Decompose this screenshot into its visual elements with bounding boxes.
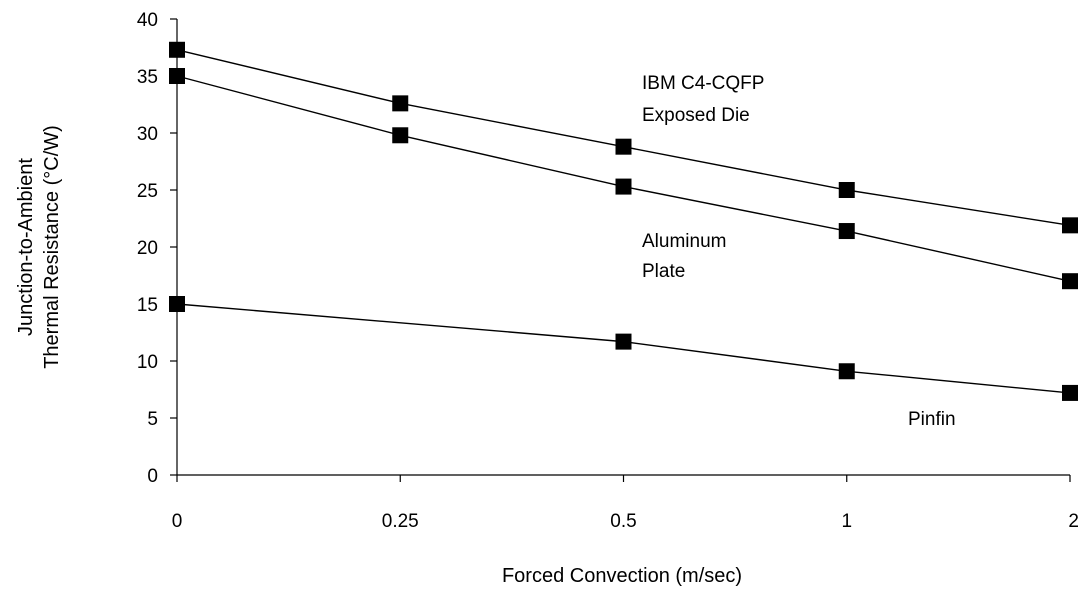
series-3-point <box>169 296 185 312</box>
y-tick-label: 10 <box>137 352 158 373</box>
series-layer <box>169 41 1078 401</box>
x-ticks: 0 0.25 0.5 1 2 <box>172 475 1079 532</box>
y-tick-label: 5 <box>147 409 158 430</box>
x-axis-title: Forced Convection (m/sec) <box>502 565 742 587</box>
x-tick-label: 0.5 <box>610 511 636 532</box>
series-1-point <box>838 182 855 198</box>
series-1-point <box>392 95 409 112</box>
y-tick-label: 40 <box>137 10 158 31</box>
series-2-point <box>392 127 409 144</box>
axes <box>176 19 1070 476</box>
y-tick-label: 30 <box>137 124 158 145</box>
curve-annotation-3: Pinfin <box>908 409 956 430</box>
x-tick-label: 1 <box>841 511 852 532</box>
curve-annotation-2: Plate <box>642 261 685 282</box>
series-1-point <box>1062 217 1078 234</box>
y-tick-label: 15 <box>137 295 158 316</box>
curve-annotation-2: Aluminum <box>642 231 726 252</box>
series-2-point <box>1062 273 1078 290</box>
y-axis-title-line-2: Thermal Resistance (°C/W) <box>41 125 63 369</box>
series-1-point <box>169 41 185 58</box>
x-tick-label: 0 <box>172 511 183 532</box>
y-ticks: 0 5 10 15 20 25 30 35 40 <box>137 10 177 487</box>
y-tick-label: 0 <box>147 466 158 487</box>
series-3-point <box>615 333 632 350</box>
series-3-point <box>838 363 855 380</box>
curve-annotation-1: IBM C4-CQFP <box>642 73 764 94</box>
series-3-line <box>176 303 1071 394</box>
y-axis-title-line-1: Junction-to-Ambient <box>15 158 37 336</box>
annotation-layer: IBM C4-CQFP Exposed Die Aluminum Plate Pinfi… <box>642 73 956 430</box>
x-tick-label: 2 <box>1068 511 1079 532</box>
series-1-point <box>615 138 632 155</box>
series-2-point <box>838 223 855 240</box>
curve-annotation-1: Exposed Die <box>642 105 750 126</box>
y-tick-label: 35 <box>137 67 158 88</box>
series-3-point <box>1062 384 1078 401</box>
y-tick-label: 20 <box>137 238 158 259</box>
series-1-line <box>176 49 1071 227</box>
y-tick-label: 25 <box>137 181 158 202</box>
series-2-point <box>169 68 185 84</box>
series-2-point <box>615 178 632 195</box>
x-tick-label: 0.25 <box>382 511 419 532</box>
